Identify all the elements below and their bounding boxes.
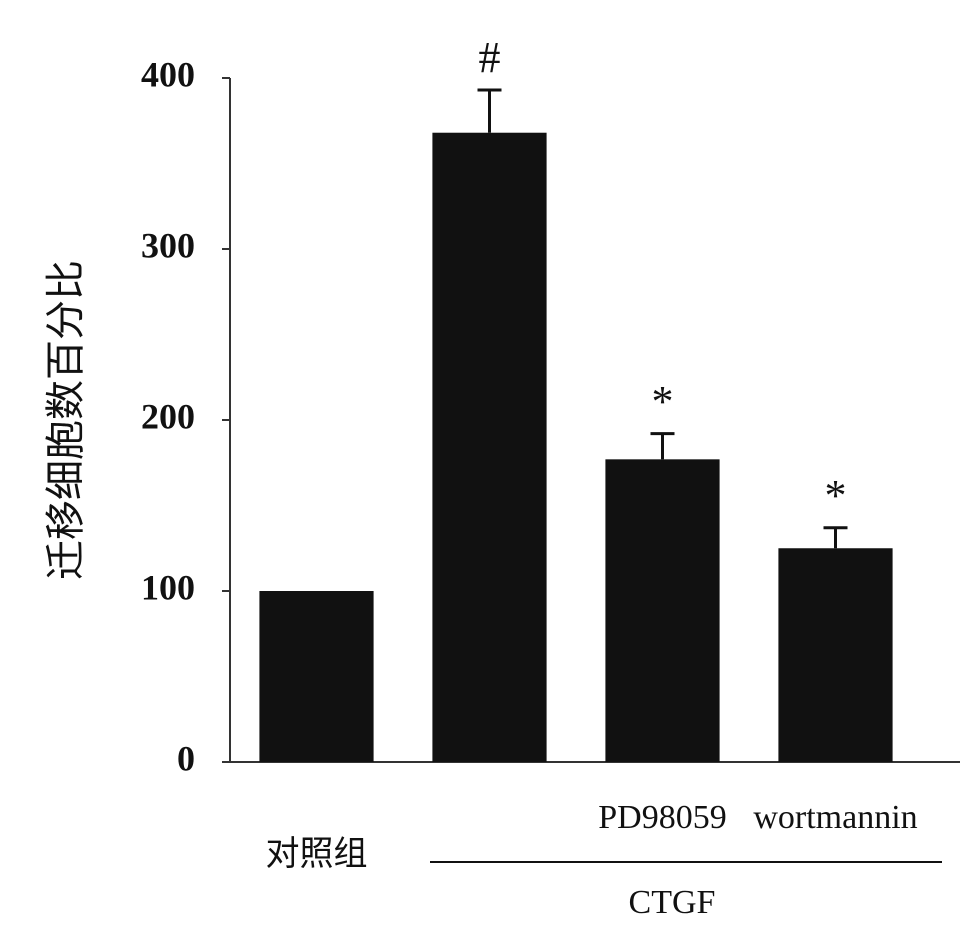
- x-tick-label: wortmannin: [753, 799, 917, 836]
- x-tick-label: PD98059: [598, 799, 726, 836]
- bar: [259, 591, 374, 762]
- y-tick-label: 100: [141, 567, 195, 607]
- y-tick-label: 300: [141, 225, 195, 265]
- group-label: CTGF: [629, 884, 716, 921]
- bar: [432, 132, 547, 763]
- bar: [778, 548, 893, 762]
- y-axis-label: 迁移细胞数百分比: [43, 260, 88, 580]
- y-tick-label: 400: [141, 54, 195, 94]
- y-tick-label: 0: [177, 738, 195, 778]
- x-tick-label: 对照组: [266, 835, 368, 873]
- annotation: *: [652, 377, 674, 426]
- annotation: *: [825, 471, 847, 520]
- annotation: #: [479, 33, 501, 82]
- y-tick-label: 200: [141, 396, 195, 436]
- bar: [605, 459, 720, 762]
